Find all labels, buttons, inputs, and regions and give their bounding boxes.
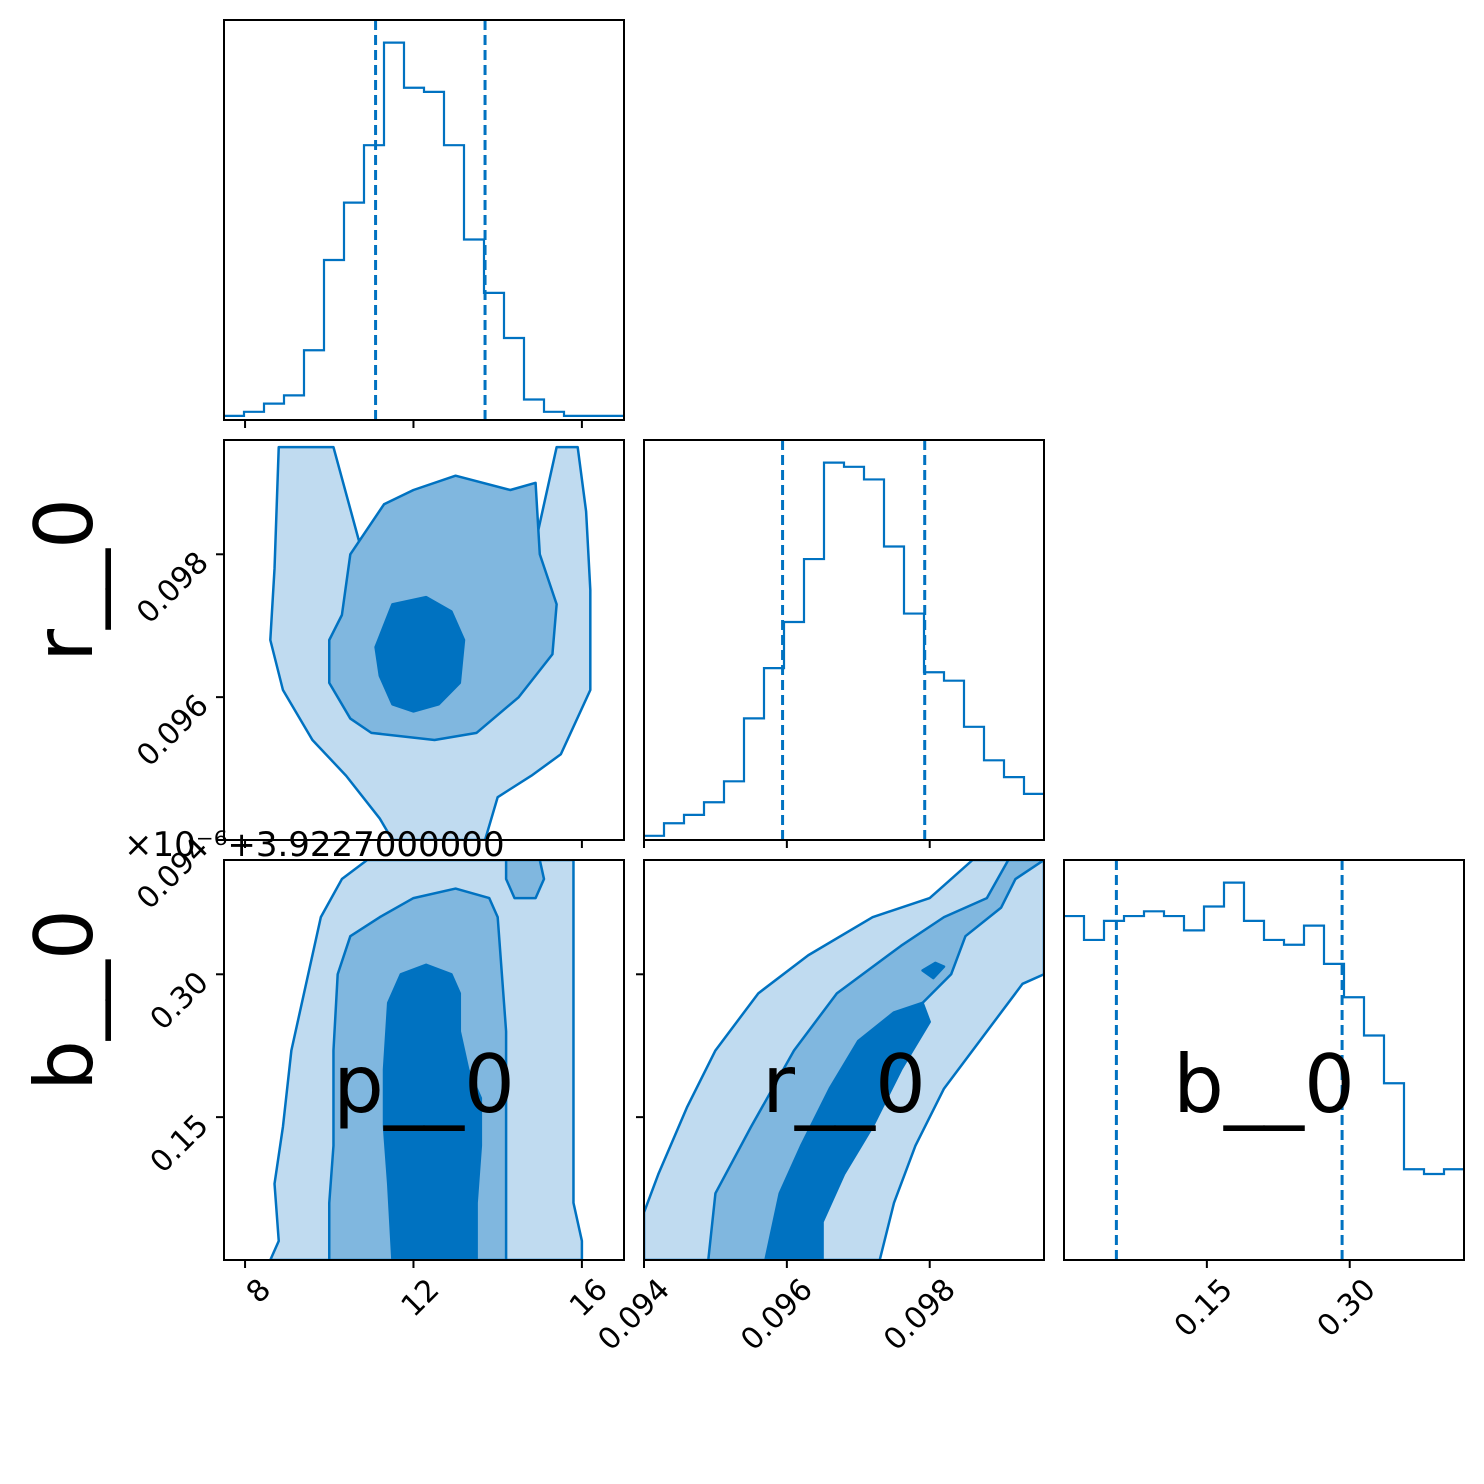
panel-frame-1-1 bbox=[643, 439, 1045, 841]
panel-frame-2-2 bbox=[1063, 859, 1465, 1261]
contour-inner-b__0_vs_p__0 bbox=[382, 963, 483, 1260]
x-tick-label-r__0-0: 0.094 bbox=[591, 1272, 676, 1357]
x-axis-label-p0: p__0 bbox=[333, 1038, 515, 1131]
histogram-steps-r__0 bbox=[644, 461, 1044, 837]
y-tick-label-r__0-2: 0.098 bbox=[130, 545, 215, 630]
contour-b__0_vs_p__0 bbox=[269, 860, 584, 1260]
y-axis-label-r0: r__0 bbox=[18, 498, 111, 662]
histogram-r__0 bbox=[644, 440, 1044, 840]
contour-b__0_vs_r__0 bbox=[644, 860, 1044, 1260]
contour-island-b__0_vs_p__0-0 bbox=[504, 860, 546, 900]
contour-r__0_vs_p__0 bbox=[269, 445, 592, 840]
histogram-steps-b__0 bbox=[1064, 881, 1464, 1176]
y-tick-label-r__0-1: 0.096 bbox=[130, 688, 215, 773]
x-tick-label-r__0-1: 0.096 bbox=[734, 1272, 819, 1357]
histogram-b__0 bbox=[1064, 860, 1464, 1260]
panel-frame-2-0 bbox=[223, 859, 625, 1261]
x-tick-label-p__0-1: 12 bbox=[395, 1272, 447, 1324]
x-axis-label-b0: b__0 bbox=[1173, 1038, 1355, 1131]
x-tick-label-r__0-2: 0.098 bbox=[877, 1272, 962, 1357]
x-tick-label-p__0-0: 8 bbox=[240, 1272, 278, 1310]
histogram-steps-p__0 bbox=[224, 41, 624, 417]
contour-inner-r__0_vs_p__0 bbox=[374, 595, 466, 713]
y-axis-label-b0: b__0 bbox=[18, 909, 111, 1091]
contour-inner-b__0_vs_r__0 bbox=[764, 1001, 931, 1260]
panel-frame-0-0 bbox=[223, 19, 625, 421]
panel-frame-2-1 bbox=[643, 859, 1045, 1261]
corner-panels: 8 12 160.094 0.096 0.098 0.15 0.300.0940.0960.… bbox=[130, 19, 1465, 1358]
x-offset-label: ×10⁻⁶+3.9227000000 bbox=[124, 825, 505, 865]
x-axis-label-r0: r__0 bbox=[762, 1038, 926, 1131]
x-tick-label-b__0-0: 0.15 bbox=[1168, 1272, 1240, 1344]
contour-island-b__0_vs_r__0-0 bbox=[921, 961, 946, 980]
x-tick-label-b__0-1: 0.30 bbox=[1311, 1272, 1383, 1344]
y-tick-label-b__0-0: 0.15 bbox=[144, 1108, 216, 1180]
histogram-p__0 bbox=[224, 20, 624, 420]
y-tick-label-b__0-1: 0.30 bbox=[144, 965, 216, 1037]
panel-frame-1-0 bbox=[223, 439, 625, 841]
axis-labels: ×10⁻⁶+3.9227000000 p__0 r__0 b__0 r__0 b… bbox=[18, 498, 1355, 1131]
